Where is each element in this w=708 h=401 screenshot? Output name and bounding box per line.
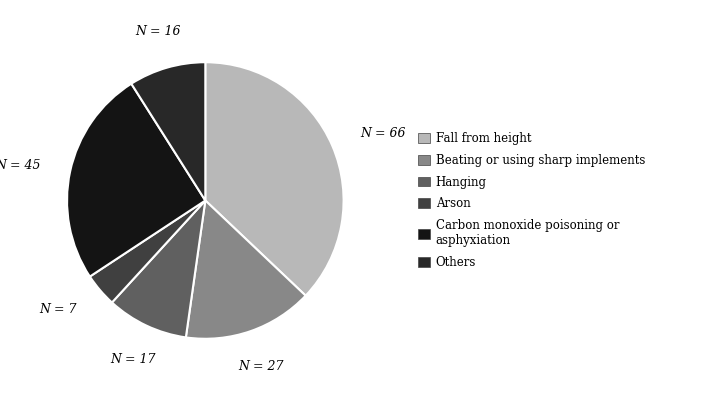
Wedge shape (112, 200, 205, 337)
Wedge shape (205, 62, 343, 296)
Legend: Fall from height, Beating or using sharp implements, Hanging, Arson, Carbon mono: Fall from height, Beating or using sharp… (418, 132, 645, 269)
Wedge shape (67, 84, 205, 277)
Text: N = 7: N = 7 (40, 304, 77, 316)
Text: N = 16: N = 16 (135, 26, 181, 38)
Text: N = 17: N = 17 (110, 353, 156, 366)
Text: N = 45: N = 45 (0, 158, 40, 172)
Text: N = 66: N = 66 (360, 128, 406, 140)
Wedge shape (186, 200, 306, 339)
Wedge shape (131, 62, 205, 200)
Wedge shape (90, 200, 205, 302)
Text: N = 27: N = 27 (238, 360, 284, 373)
